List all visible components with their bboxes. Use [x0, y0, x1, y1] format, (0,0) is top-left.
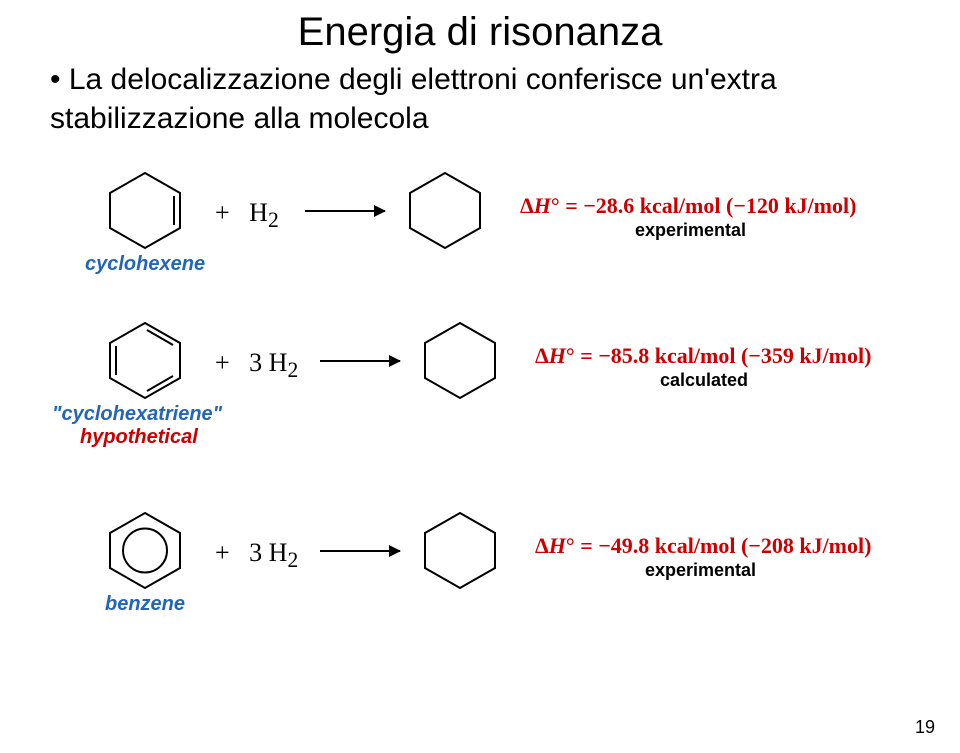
cyclohexane-3 — [415, 508, 515, 608]
plus-h2-3: + 3 H2 — [215, 538, 298, 573]
delta-h-3: ΔH° = −49.8 kcal/mol (−208 kJ/mol) — [535, 533, 871, 559]
subline-3: experimental — [645, 560, 756, 581]
cyclohexane-1 — [400, 168, 500, 268]
reactions-area: + H2 ΔH° = −28.6 kcal/mol (−120 kJ/mol) … — [80, 168, 900, 638]
cyclohexane-2 — [415, 318, 515, 418]
label-cyclohexene: cyclohexene — [85, 253, 205, 276]
label-cyclohexatriene: "cyclohexatriene" — [52, 403, 222, 426]
arrow-2 — [320, 360, 400, 362]
label-hypothetical: hypothetical — [80, 426, 198, 449]
reaction-row-2: + 3 H2 ΔH° = −85.8 kcal/mol (−359 kJ/mol… — [80, 318, 900, 478]
arrow-3 — [320, 550, 400, 552]
arrow-1 — [305, 210, 385, 212]
plus-h2-2: + 3 H2 — [215, 348, 298, 383]
delta-h-2: ΔH° = −85.8 kcal/mol (−359 kJ/mol) — [535, 343, 871, 369]
subline-2: calculated — [660, 370, 748, 391]
page-number: 19 — [915, 717, 935, 738]
reaction-row-3: + 3 H2 ΔH° = −49.8 kcal/mol (−208 kJ/mol… — [80, 508, 900, 638]
plus-h2-1: + H2 — [215, 198, 279, 233]
slide-title: Energia di risonanza — [120, 10, 840, 55]
label-benzene: benzene — [105, 593, 185, 616]
reaction-row-1: + H2 ΔH° = −28.6 kcal/mol (−120 kJ/mol) … — [80, 168, 900, 298]
delta-h-1: ΔH° = −28.6 kcal/mol (−120 kJ/mol) — [520, 193, 856, 219]
bullet-text: • La delocalizzazione degli elettroni co… — [50, 60, 910, 138]
subline-1: experimental — [635, 220, 746, 241]
